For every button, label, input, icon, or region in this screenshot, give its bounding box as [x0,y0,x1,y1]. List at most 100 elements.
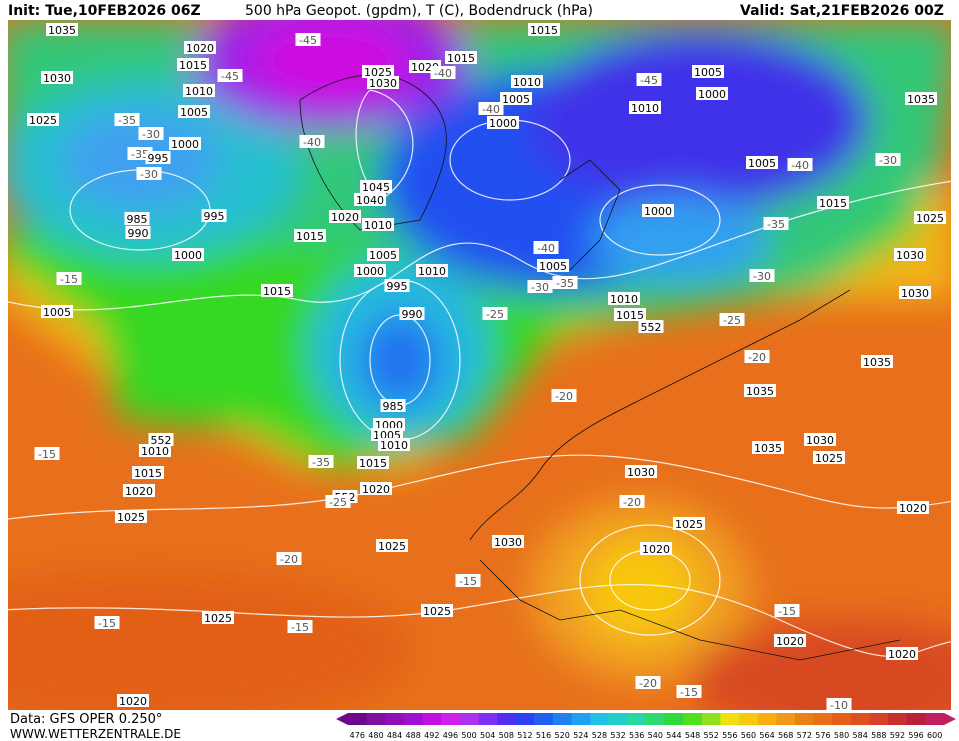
scale-tick-label: 596 [908,731,923,740]
scale-swatch [795,713,815,725]
scale-tick-label: 496 [443,731,458,740]
pressure-label: 1025 [29,114,57,127]
label-box [299,135,325,148]
scale-tick-label: 556 [722,731,737,740]
label-box [183,84,215,97]
label-box [172,248,204,261]
scale-swatch [776,713,796,725]
pressure-label: 1025 [378,540,406,553]
pressure-label: 1035 [907,93,935,106]
label-box [177,58,209,71]
label-box [886,647,918,660]
temperature-label: -15 [778,605,796,618]
temperature-label: -15 [60,273,78,286]
scale-swatch [701,713,721,725]
temperature-label: -20 [748,351,766,364]
temperature-label: -30 [531,281,549,294]
temperature-label: -45 [640,74,658,87]
scale-tick-label: 564 [759,731,774,740]
pressure-label: 1010 [513,76,541,89]
scale-tick-label: 600 [927,731,942,740]
pressure-label: 1025 [916,212,944,225]
scale-tick-label: 588 [871,731,886,740]
label-box [899,286,931,299]
pressure-label: 1015 [134,467,162,480]
label-box [138,127,164,140]
pressure-label: 1005 [180,106,208,119]
label-box [482,307,508,320]
pressure-label: 1005 [502,93,530,106]
label-box [905,92,937,105]
scale-swatch [683,713,703,725]
label-box [308,455,334,468]
scale-tick-label: 576 [815,731,830,740]
scale-tick-label: 484 [387,731,402,740]
scale-swatch [906,713,926,725]
label-box [362,218,394,231]
label-box [817,196,849,209]
pressure-label: 1010 [185,85,213,98]
temperature-label: -45 [299,34,317,47]
scale-arrow-left [336,713,348,725]
label-box [295,33,321,46]
label-box [552,276,578,289]
label-box [178,105,210,118]
pressure-label: 1020 [331,211,359,224]
label-box [696,87,728,100]
label-box [325,495,351,508]
label-box [752,441,784,454]
scale-tick-label: 548 [685,731,700,740]
label-box [421,604,453,617]
pressure-label: 1030 [43,72,71,85]
scale-tick-label: 572 [797,731,812,740]
pressure-label: 1015 [263,285,291,298]
map-title: 500 hPa Geopot. (gpdm), T (C), Bodendruc… [245,3,593,19]
label-box [399,307,425,320]
scale-tick-label: 488 [406,731,421,740]
label-box [136,167,162,180]
pressure-label: 1005 [43,306,71,319]
label-box [537,259,569,272]
scale-swatch [441,713,461,725]
scale-swatch [888,713,908,725]
temperature-label: -40 [537,242,555,255]
pressure-label: 1015 [359,457,387,470]
label-box [897,501,929,514]
label-box [114,113,140,126]
label-box [139,444,171,457]
label-box [804,433,836,446]
pressure-label: 1005 [369,249,397,262]
scale-swatch [497,713,517,725]
scale-swatch [348,713,368,725]
pressure-label: 1005 [748,157,776,170]
map-labels: 1035 1020 1015 -45 1030 1010 1025 1030 1020 -40 10… [27,23,946,710]
pressure-label: 1000 [698,88,726,101]
label-box [445,51,477,64]
pressure-label: 1015 [616,309,644,322]
scale-tick-label: 528 [592,731,607,740]
pressure-label: 1035 [863,356,891,369]
pressure-label: 552 [641,321,662,334]
scale-swatch [403,713,423,725]
pressure-label: 1035 [746,385,774,398]
label-box [608,292,640,305]
label-box [813,451,845,464]
temperature-label: -35 [118,114,136,127]
pressure-label: 1015 [530,24,558,37]
pressure-label: 1000 [174,249,202,262]
pressure-label: 1000 [171,138,199,151]
temperature-label: -20 [280,553,298,566]
pressure-label: 990 [128,227,149,240]
label-box [511,75,543,88]
pressure-label: 1030 [494,536,522,549]
label-box [692,65,724,78]
pressure-label: 1035 [48,24,76,37]
label-box [914,211,946,224]
pressure-label: 1020 [888,648,916,661]
scale-swatch [459,713,479,725]
label-box [362,65,394,78]
scale-tick-label: 492 [424,731,439,740]
pressure-label: 1045 [362,181,390,194]
label-box [367,248,399,261]
